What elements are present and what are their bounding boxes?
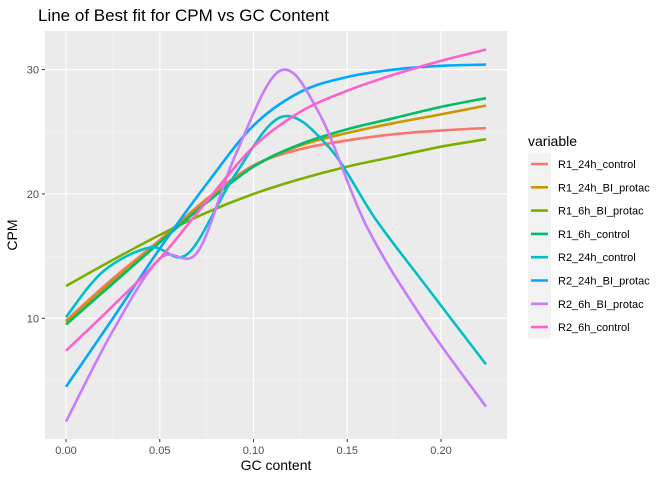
- x-tick-label: 0.15: [337, 445, 358, 457]
- legend-title: variable: [528, 133, 577, 149]
- y-tick-label: 10: [27, 313, 39, 325]
- x-tick-label: 0.20: [430, 445, 451, 457]
- series-line-R1_6h_control: [65, 96, 487, 326]
- series-line-R2_6h_BI_protac: [64, 68, 488, 423]
- x-axis-label: GC content: [241, 457, 312, 473]
- y-axis-ticks: 10 20 30: [27, 65, 45, 325]
- chart-title: Line of Best fit for CPM vs GC Content: [38, 6, 329, 25]
- legend-label: R2_6h_BI_protac: [558, 299, 644, 311]
- plot-panel: [45, 31, 507, 439]
- legend: variable R1_24h_control R1_24h_BI_protac R…: [528, 133, 650, 339]
- legend-label: R1_6h_BI_protac: [558, 206, 644, 218]
- y-tick-label: 30: [27, 65, 39, 77]
- legend-label: R2_24h_BI_protac: [558, 276, 650, 288]
- series-line-R1_6h_BI_protac: [65, 137, 487, 288]
- y-tick-label: 20: [27, 189, 39, 201]
- x-tick-label: 0.05: [149, 445, 170, 457]
- legend-label: R1_24h_BI_protac: [558, 182, 650, 194]
- x-tick-label: 0.10: [243, 445, 264, 457]
- x-tick-label: 0.00: [55, 445, 76, 457]
- x-axis-ticks: 0.00 0.05 0.10 0.15 0.20: [55, 439, 452, 457]
- legend-label: R2_24h_control: [558, 252, 636, 264]
- y-axis-label: CPM: [4, 219, 20, 250]
- legend-label: R2_6h_control: [558, 322, 630, 334]
- series-line-R2_6h_control: [65, 48, 487, 352]
- series-line-R2_24h_control: [64, 114, 488, 366]
- series-lines: [64, 48, 488, 423]
- legend-label: R1_24h_control: [558, 159, 636, 171]
- legend-label: R1_6h_control: [558, 229, 630, 241]
